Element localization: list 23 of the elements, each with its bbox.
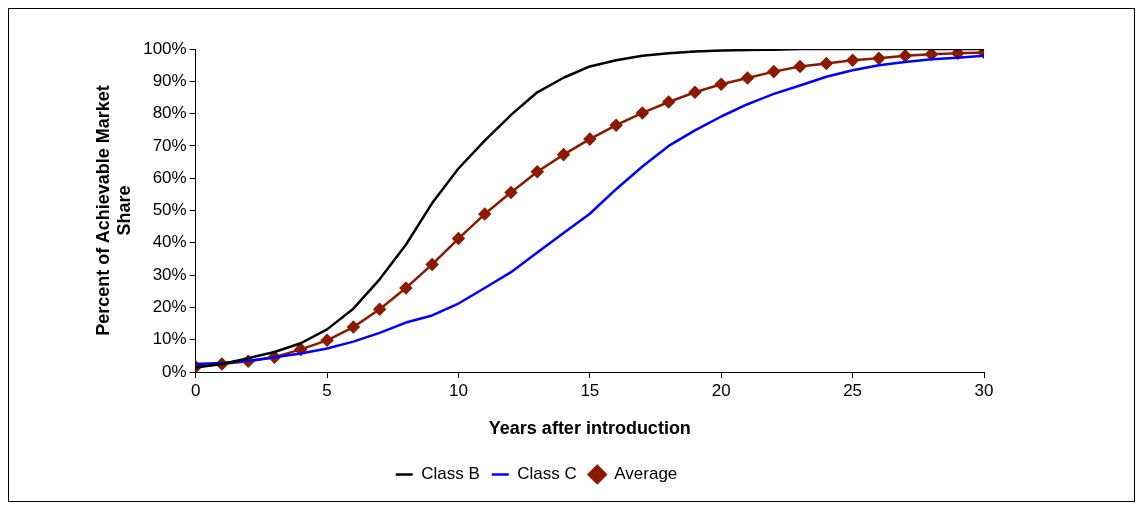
x-tick-label: 5 (322, 380, 332, 400)
x-tick-label: 20 (711, 380, 731, 400)
x-axis-title: Years after introduction (488, 418, 691, 439)
legend-label: Class C (517, 464, 577, 484)
y-tick-label: 100% (143, 38, 187, 58)
x-tick-label: 10 (448, 380, 468, 400)
y-axis-title: Percent of Achievable Market Share (92, 85, 135, 336)
y-tick-label: 0% (162, 361, 187, 381)
x-tick-label: 30 (974, 380, 994, 400)
y-tick-label: 90% (152, 70, 187, 90)
x-tick-label: 15 (580, 380, 600, 400)
y-tick-label: 30% (152, 264, 187, 284)
y-tick-label: 70% (152, 135, 187, 155)
y-tick-label: 80% (152, 103, 187, 123)
x-tick-label: 0 (190, 380, 201, 400)
x-tick-label: 25 (843, 380, 863, 400)
legend-label: Class B (421, 464, 480, 484)
y-tick-label: 20% (152, 297, 187, 317)
y-tick-label: 40% (152, 232, 187, 252)
y-tick-label: 50% (152, 200, 187, 220)
legend-label: Average (614, 464, 678, 484)
y-tick-label: 10% (152, 329, 187, 349)
y-tick-label: 60% (152, 167, 187, 187)
